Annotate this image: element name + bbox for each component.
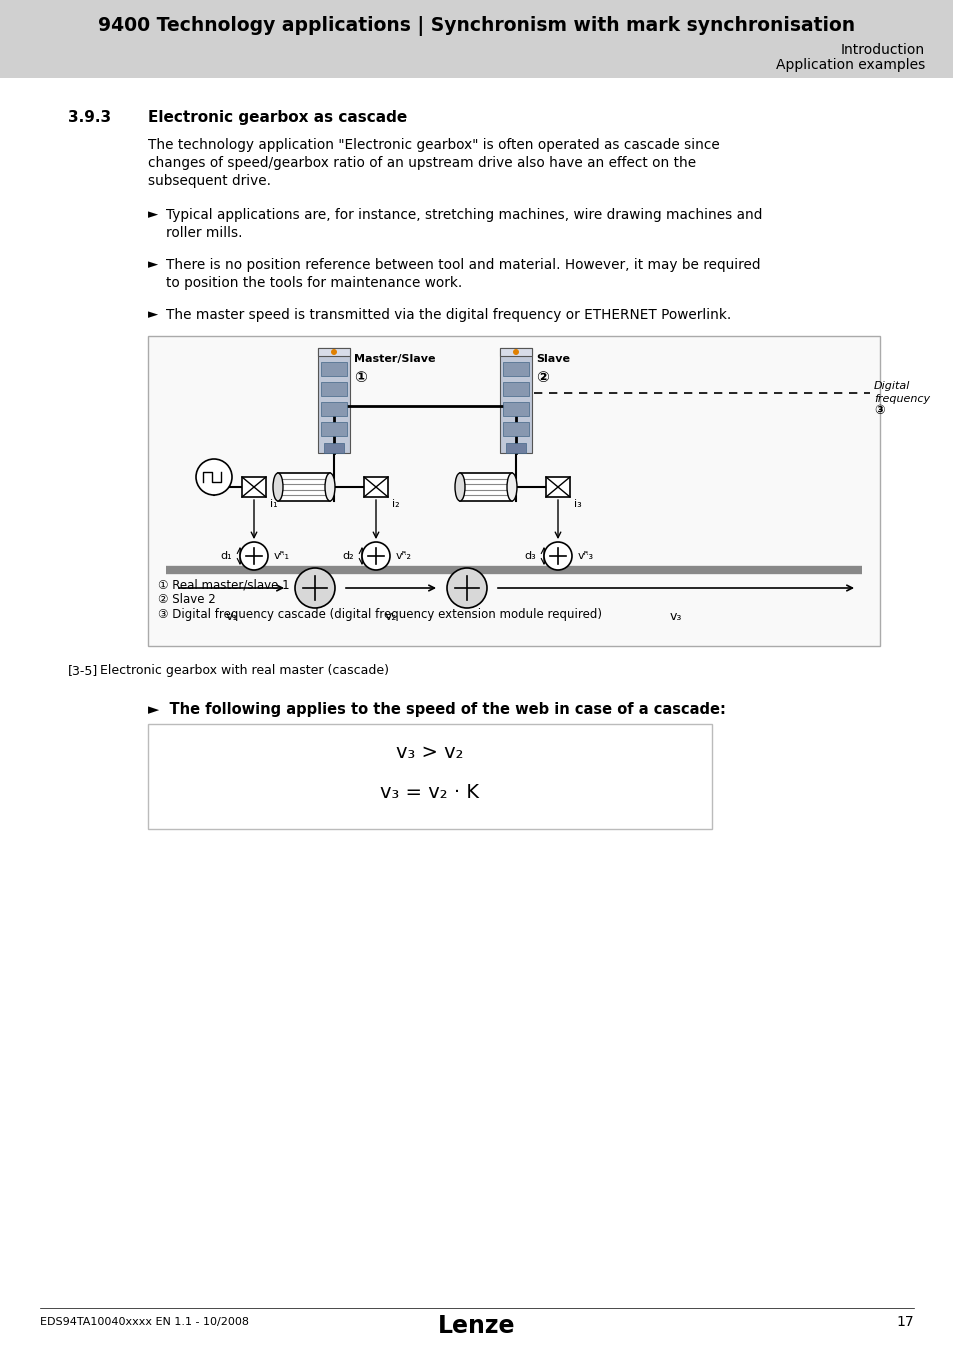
Circle shape <box>543 541 572 570</box>
Bar <box>148 336 879 647</box>
Text: ►: ► <box>148 308 158 321</box>
Bar <box>242 477 266 497</box>
Text: i₃: i₃ <box>574 500 581 509</box>
Text: 17: 17 <box>896 1315 913 1328</box>
Circle shape <box>240 541 268 570</box>
Bar <box>317 348 350 356</box>
Text: subsequent drive.: subsequent drive. <box>148 174 271 188</box>
Text: v₃: v₃ <box>669 610 681 622</box>
Bar <box>320 423 347 436</box>
Text: ②: ② <box>536 370 548 385</box>
Bar <box>499 348 532 454</box>
Text: to position the tools for maintenance work.: to position the tools for maintenance wo… <box>166 275 462 290</box>
Ellipse shape <box>325 472 335 501</box>
Bar <box>320 362 347 377</box>
Bar <box>499 348 532 356</box>
Circle shape <box>361 541 390 570</box>
Text: [3-5]: [3-5] <box>68 664 98 676</box>
Text: v₂: v₂ <box>384 610 396 622</box>
Bar <box>148 724 711 829</box>
Text: Application examples: Application examples <box>775 58 924 72</box>
Bar <box>505 443 525 454</box>
Text: d₁: d₁ <box>220 551 232 562</box>
Text: vᴿ₂: vᴿ₂ <box>395 551 412 562</box>
Bar <box>502 402 529 416</box>
Bar <box>502 362 529 377</box>
Circle shape <box>195 459 232 495</box>
Text: Introduction: Introduction <box>840 43 924 57</box>
Text: ►: ► <box>148 258 158 271</box>
Text: roller mills.: roller mills. <box>166 225 242 240</box>
Text: vᴿ₃: vᴿ₃ <box>578 551 594 562</box>
Text: Master/Slave: Master/Slave <box>354 354 435 364</box>
Text: frequency: frequency <box>873 394 929 404</box>
Text: ①: ① <box>354 370 367 385</box>
Bar <box>320 382 347 396</box>
Text: The master speed is transmitted via the digital frequency or ETHERNET Powerlink.: The master speed is transmitted via the … <box>166 308 731 323</box>
Bar <box>459 472 512 501</box>
Text: ►  The following applies to the speed of the web in case of a cascade:: ► The following applies to the speed of … <box>148 702 725 717</box>
Text: The technology application "Electronic gearbox" is often operated as cascade sin: The technology application "Electronic g… <box>148 138 719 153</box>
Text: vᴿ₁: vᴿ₁ <box>274 551 290 562</box>
Text: ►: ► <box>148 208 158 221</box>
Text: Slave: Slave <box>536 354 569 364</box>
Bar <box>317 348 350 454</box>
Text: Typical applications are, for instance, stretching machines, wire drawing machin: Typical applications are, for instance, … <box>166 208 761 221</box>
Bar <box>364 477 388 497</box>
Text: d₃: d₃ <box>524 551 536 562</box>
Text: Electronic gearbox as cascade: Electronic gearbox as cascade <box>148 109 407 126</box>
Bar <box>502 423 529 436</box>
Bar <box>320 402 347 416</box>
Ellipse shape <box>506 472 517 501</box>
Text: i₁: i₁ <box>270 500 277 509</box>
Bar <box>324 443 344 454</box>
Text: v₁: v₁ <box>225 610 237 622</box>
Bar <box>277 472 330 501</box>
Circle shape <box>447 568 486 608</box>
Text: There is no position reference between tool and material. However, it may be req: There is no position reference between t… <box>166 258 760 271</box>
Ellipse shape <box>273 472 283 501</box>
Text: ① Real master/slave 1: ① Real master/slave 1 <box>158 578 290 591</box>
Text: changes of speed/gearbox ratio of an upstream drive also have an effect on the: changes of speed/gearbox ratio of an ups… <box>148 157 696 170</box>
Text: i₂: i₂ <box>392 500 399 509</box>
Text: Lenze: Lenze <box>437 1314 516 1338</box>
Text: 9400 Technology applications | Synchronism with mark synchronisation: 9400 Technology applications | Synchroni… <box>98 16 855 36</box>
Bar <box>502 382 529 396</box>
Circle shape <box>294 568 335 608</box>
Text: EDS94TA10040xxxx EN 1.1 - 10/2008: EDS94TA10040xxxx EN 1.1 - 10/2008 <box>40 1318 249 1327</box>
Bar <box>545 477 569 497</box>
Circle shape <box>513 350 518 355</box>
Ellipse shape <box>455 472 464 501</box>
Text: 3.9.3: 3.9.3 <box>68 109 111 126</box>
Text: v₃ > v₂: v₃ > v₂ <box>395 743 463 761</box>
Text: ③: ③ <box>873 404 883 417</box>
Circle shape <box>331 350 336 355</box>
Text: v₃ = v₂ · K: v₃ = v₂ · K <box>380 783 479 802</box>
Text: Digital: Digital <box>873 381 909 392</box>
Text: Electronic gearbox with real master (cascade): Electronic gearbox with real master (cas… <box>100 664 389 676</box>
Text: ③ Digital frequency cascade (digital frequency extension module required): ③ Digital frequency cascade (digital fre… <box>158 608 601 621</box>
Text: ② Slave 2: ② Slave 2 <box>158 593 215 606</box>
Text: d₂: d₂ <box>342 551 354 562</box>
Bar <box>0 0 953 78</box>
